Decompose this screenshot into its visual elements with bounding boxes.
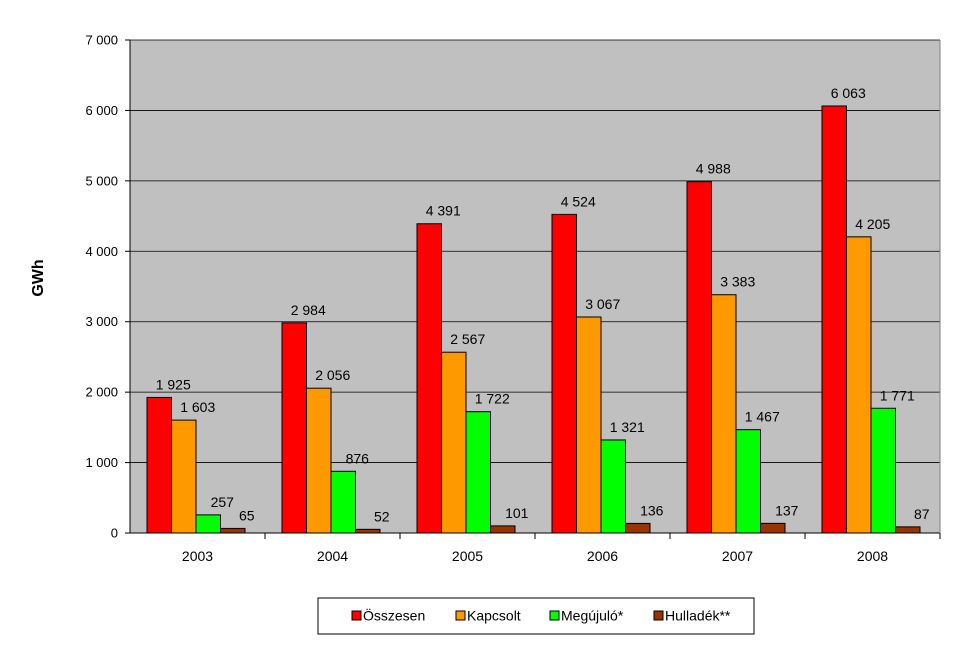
bar bbox=[711, 294, 737, 534]
x-tick-label: 2006 bbox=[587, 548, 618, 564]
y-axis-ticks: 0 1 000 2 000 3 000 4 000 5 000 6 000 7 000 bbox=[85, 33, 130, 541]
data-label: 136 bbox=[640, 502, 664, 518]
data-label: 876 bbox=[346, 450, 370, 466]
data-label: 3 067 bbox=[585, 296, 620, 312]
data-label: 65 bbox=[239, 507, 255, 523]
legend: Összesen Kapcsolt Megújuló* Hulladék** bbox=[317, 597, 755, 635]
bar bbox=[355, 528, 381, 534]
bar bbox=[306, 387, 332, 534]
data-label: 1 467 bbox=[745, 409, 780, 425]
y-tick-label: 4 000 bbox=[85, 244, 118, 259]
data-label: 4 391 bbox=[426, 203, 461, 219]
data-label: 101 bbox=[505, 505, 529, 521]
bar bbox=[870, 407, 896, 534]
legend-label: Hulladék** bbox=[665, 608, 731, 624]
bar bbox=[576, 316, 602, 534]
y-tick-label: 7 000 bbox=[85, 33, 118, 48]
data-label: 2 567 bbox=[450, 331, 485, 347]
x-axis-ticks: 2003 2004 2005 2006 2007 2008 bbox=[182, 533, 941, 564]
data-label: 257 bbox=[211, 494, 235, 510]
x-tick-label: 2005 bbox=[452, 548, 483, 564]
bar bbox=[416, 223, 442, 534]
data-label: 4 524 bbox=[561, 193, 596, 209]
bars bbox=[146, 105, 921, 534]
bar bbox=[760, 522, 786, 534]
bar bbox=[895, 526, 921, 534]
legend-swatch bbox=[653, 610, 664, 621]
data-label: 3 383 bbox=[720, 274, 755, 290]
data-label: 2 984 bbox=[291, 302, 326, 318]
bar bbox=[171, 419, 197, 534]
y-tick-label: 3 000 bbox=[85, 314, 118, 329]
legend-box bbox=[317, 597, 755, 635]
data-label: 1 321 bbox=[610, 419, 645, 435]
data-label: 52 bbox=[374, 508, 390, 524]
legend-label: Összesen bbox=[363, 607, 425, 624]
bar bbox=[490, 525, 516, 534]
legend-swatch bbox=[351, 610, 362, 621]
legend-label: Kapcsolt bbox=[467, 608, 521, 624]
data-label: 1 603 bbox=[180, 399, 215, 415]
legend-label: Megújuló* bbox=[561, 608, 624, 624]
bar bbox=[195, 514, 221, 534]
data-label: 2 056 bbox=[315, 367, 350, 383]
bar bbox=[625, 522, 651, 534]
data-label: 1 925 bbox=[156, 376, 191, 392]
bar bbox=[735, 429, 761, 534]
bar bbox=[686, 181, 712, 534]
y-tick-label: 0 bbox=[111, 526, 118, 541]
x-tick-label: 2003 bbox=[182, 548, 213, 564]
data-label: 6 063 bbox=[831, 85, 866, 101]
bar bbox=[846, 236, 872, 534]
bar bbox=[600, 439, 626, 534]
bar bbox=[821, 105, 847, 534]
y-axis-label: GWh bbox=[30, 259, 47, 296]
x-tick-label: 2007 bbox=[722, 548, 753, 564]
y-tick-label: 2 000 bbox=[85, 385, 118, 400]
legend-swatch bbox=[455, 610, 466, 621]
data-label: 4 988 bbox=[696, 161, 731, 177]
bar bbox=[146, 396, 172, 534]
y-tick-label: 1 000 bbox=[85, 455, 118, 470]
legend-swatch bbox=[549, 610, 560, 621]
data-label: 1 722 bbox=[475, 391, 510, 407]
x-tick-label: 2004 bbox=[317, 548, 348, 564]
x-tick-label: 2008 bbox=[857, 548, 888, 564]
bar bbox=[220, 527, 246, 534]
data-label: 4 205 bbox=[855, 216, 890, 232]
y-tick-label: 5 000 bbox=[85, 173, 118, 188]
data-label: 137 bbox=[775, 502, 799, 518]
gridlines bbox=[130, 39, 940, 463]
data-label: 87 bbox=[914, 506, 930, 522]
y-tick-label: 6 000 bbox=[85, 103, 118, 118]
data-label: 1 771 bbox=[880, 387, 915, 403]
bar bbox=[330, 470, 356, 534]
bar bbox=[441, 351, 467, 534]
bar bbox=[465, 411, 491, 534]
plot-area bbox=[130, 40, 940, 533]
bar bbox=[281, 322, 307, 534]
bar bbox=[551, 213, 577, 534]
